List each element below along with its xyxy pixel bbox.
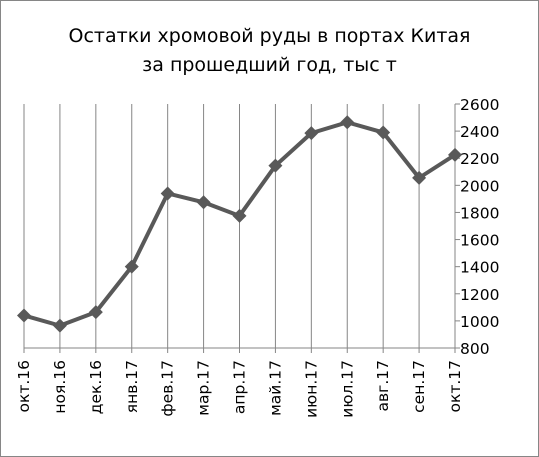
x-axis-tick-labels: окт.16 ноя.16 дек.16 янв.17 фев.17 мар.17 апр.… bbox=[15, 360, 464, 418]
chart-title: Остатки хромовой руды в портах Китая за … bbox=[0, 22, 539, 80]
x-tick-label-дек.16: дек.16 bbox=[87, 360, 105, 414]
data-point-окт.17 bbox=[448, 147, 462, 162]
x-tick-label-апр.17: апр.17 bbox=[231, 360, 249, 414]
data-point-мар.17 bbox=[196, 195, 211, 210]
y-tick-label-1800: 1800 bbox=[460, 204, 499, 222]
y-tick-label-1600: 1600 bbox=[460, 232, 499, 250]
x-tick-label-июн.17: июн.17 bbox=[302, 360, 320, 418]
data-point-окт.16 bbox=[17, 308, 31, 323]
data-point-апр.17 bbox=[232, 208, 247, 223]
x-tick-label-ноя.16: ноя.16 bbox=[51, 360, 69, 414]
data-point-янв.17 bbox=[124, 259, 139, 274]
x-tick-label-фев.17: фев.17 bbox=[159, 360, 177, 417]
x-tick-label-май.17: май.17 bbox=[266, 360, 284, 416]
y-tick-label-2000: 2000 bbox=[460, 177, 499, 195]
y-tick-label-1400: 1400 bbox=[460, 259, 499, 277]
data-point-май.17 bbox=[268, 158, 283, 173]
chart-title-line-2: за прошедший год, тыс т bbox=[142, 54, 397, 76]
data-point-ноя.16 bbox=[52, 318, 67, 333]
x-tick-label-авг.17: авг.17 bbox=[374, 360, 392, 411]
x-tick-label-мар.17: мар.17 bbox=[195, 360, 213, 416]
x-tick-label-сен.17: сен.17 bbox=[410, 360, 428, 413]
y-tick-label-1000: 1000 bbox=[460, 313, 499, 331]
y-tick-label-2200: 2200 bbox=[460, 150, 499, 168]
data-series bbox=[17, 115, 462, 333]
y-tick-label-2400: 2400 bbox=[460, 123, 499, 141]
data-point-июн.17 bbox=[304, 126, 319, 141]
x-tick-label-июл.17: июл.17 bbox=[338, 360, 356, 418]
data-point-авг.17 bbox=[376, 125, 391, 140]
axes bbox=[23, 103, 460, 353]
y-tick-label-800: 800 bbox=[460, 340, 490, 358]
data-point-сен.17 bbox=[412, 170, 427, 185]
data-point-июл.17 bbox=[340, 115, 355, 130]
data-point-фев.17 bbox=[160, 186, 175, 201]
data-point-дек.16 bbox=[88, 305, 103, 320]
x-tick-label-окт.17: окт.17 bbox=[446, 360, 464, 413]
vertical-gridlines bbox=[23, 104, 456, 348]
chart-title-line-1: Остатки хромовой руды в портах Китая bbox=[68, 25, 471, 47]
x-tick-label-янв.17: янв.17 bbox=[123, 360, 141, 413]
y-tick-label-2600: 2600 bbox=[460, 96, 499, 114]
x-tick-label-окт.16: окт.16 bbox=[15, 360, 33, 413]
y-tick-label-1200: 1200 bbox=[460, 286, 499, 304]
y-axis-tick-labels: 800 1000 1200 1400 1600 1800 2000 2200 2400 2600 bbox=[460, 96, 499, 358]
